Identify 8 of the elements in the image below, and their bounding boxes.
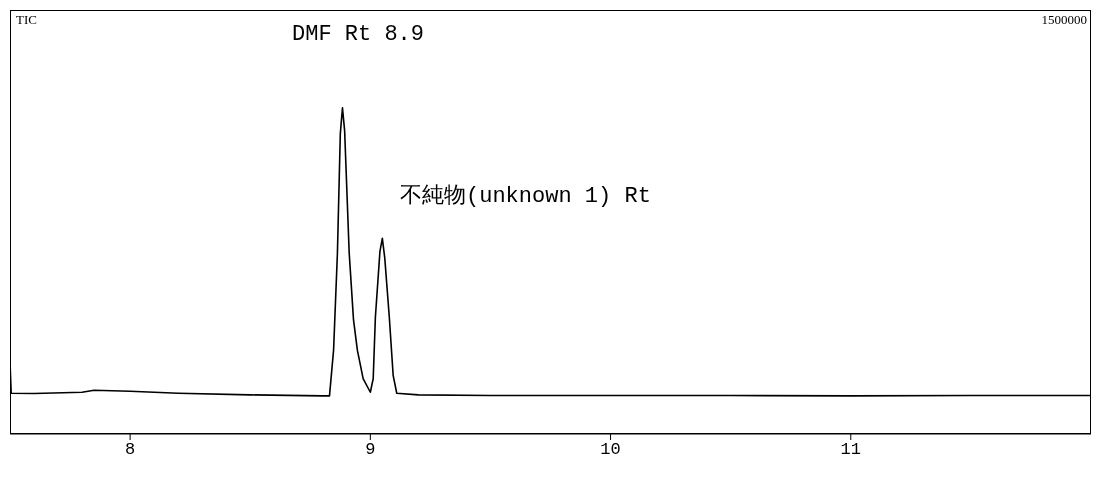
x-tick-label: 8 bbox=[125, 440, 136, 460]
x-tick-label: 9 bbox=[365, 440, 376, 460]
text: 1500000 bbox=[1041, 12, 1087, 28]
annotation: 不純物(unknown 1) Rt bbox=[400, 183, 651, 210]
x-tick-label: 11 bbox=[840, 440, 861, 460]
x-tick-label: 10 bbox=[600, 440, 621, 460]
chart-title: TIC bbox=[16, 12, 37, 28]
text: DMF Rt 8.9 bbox=[292, 22, 425, 47]
